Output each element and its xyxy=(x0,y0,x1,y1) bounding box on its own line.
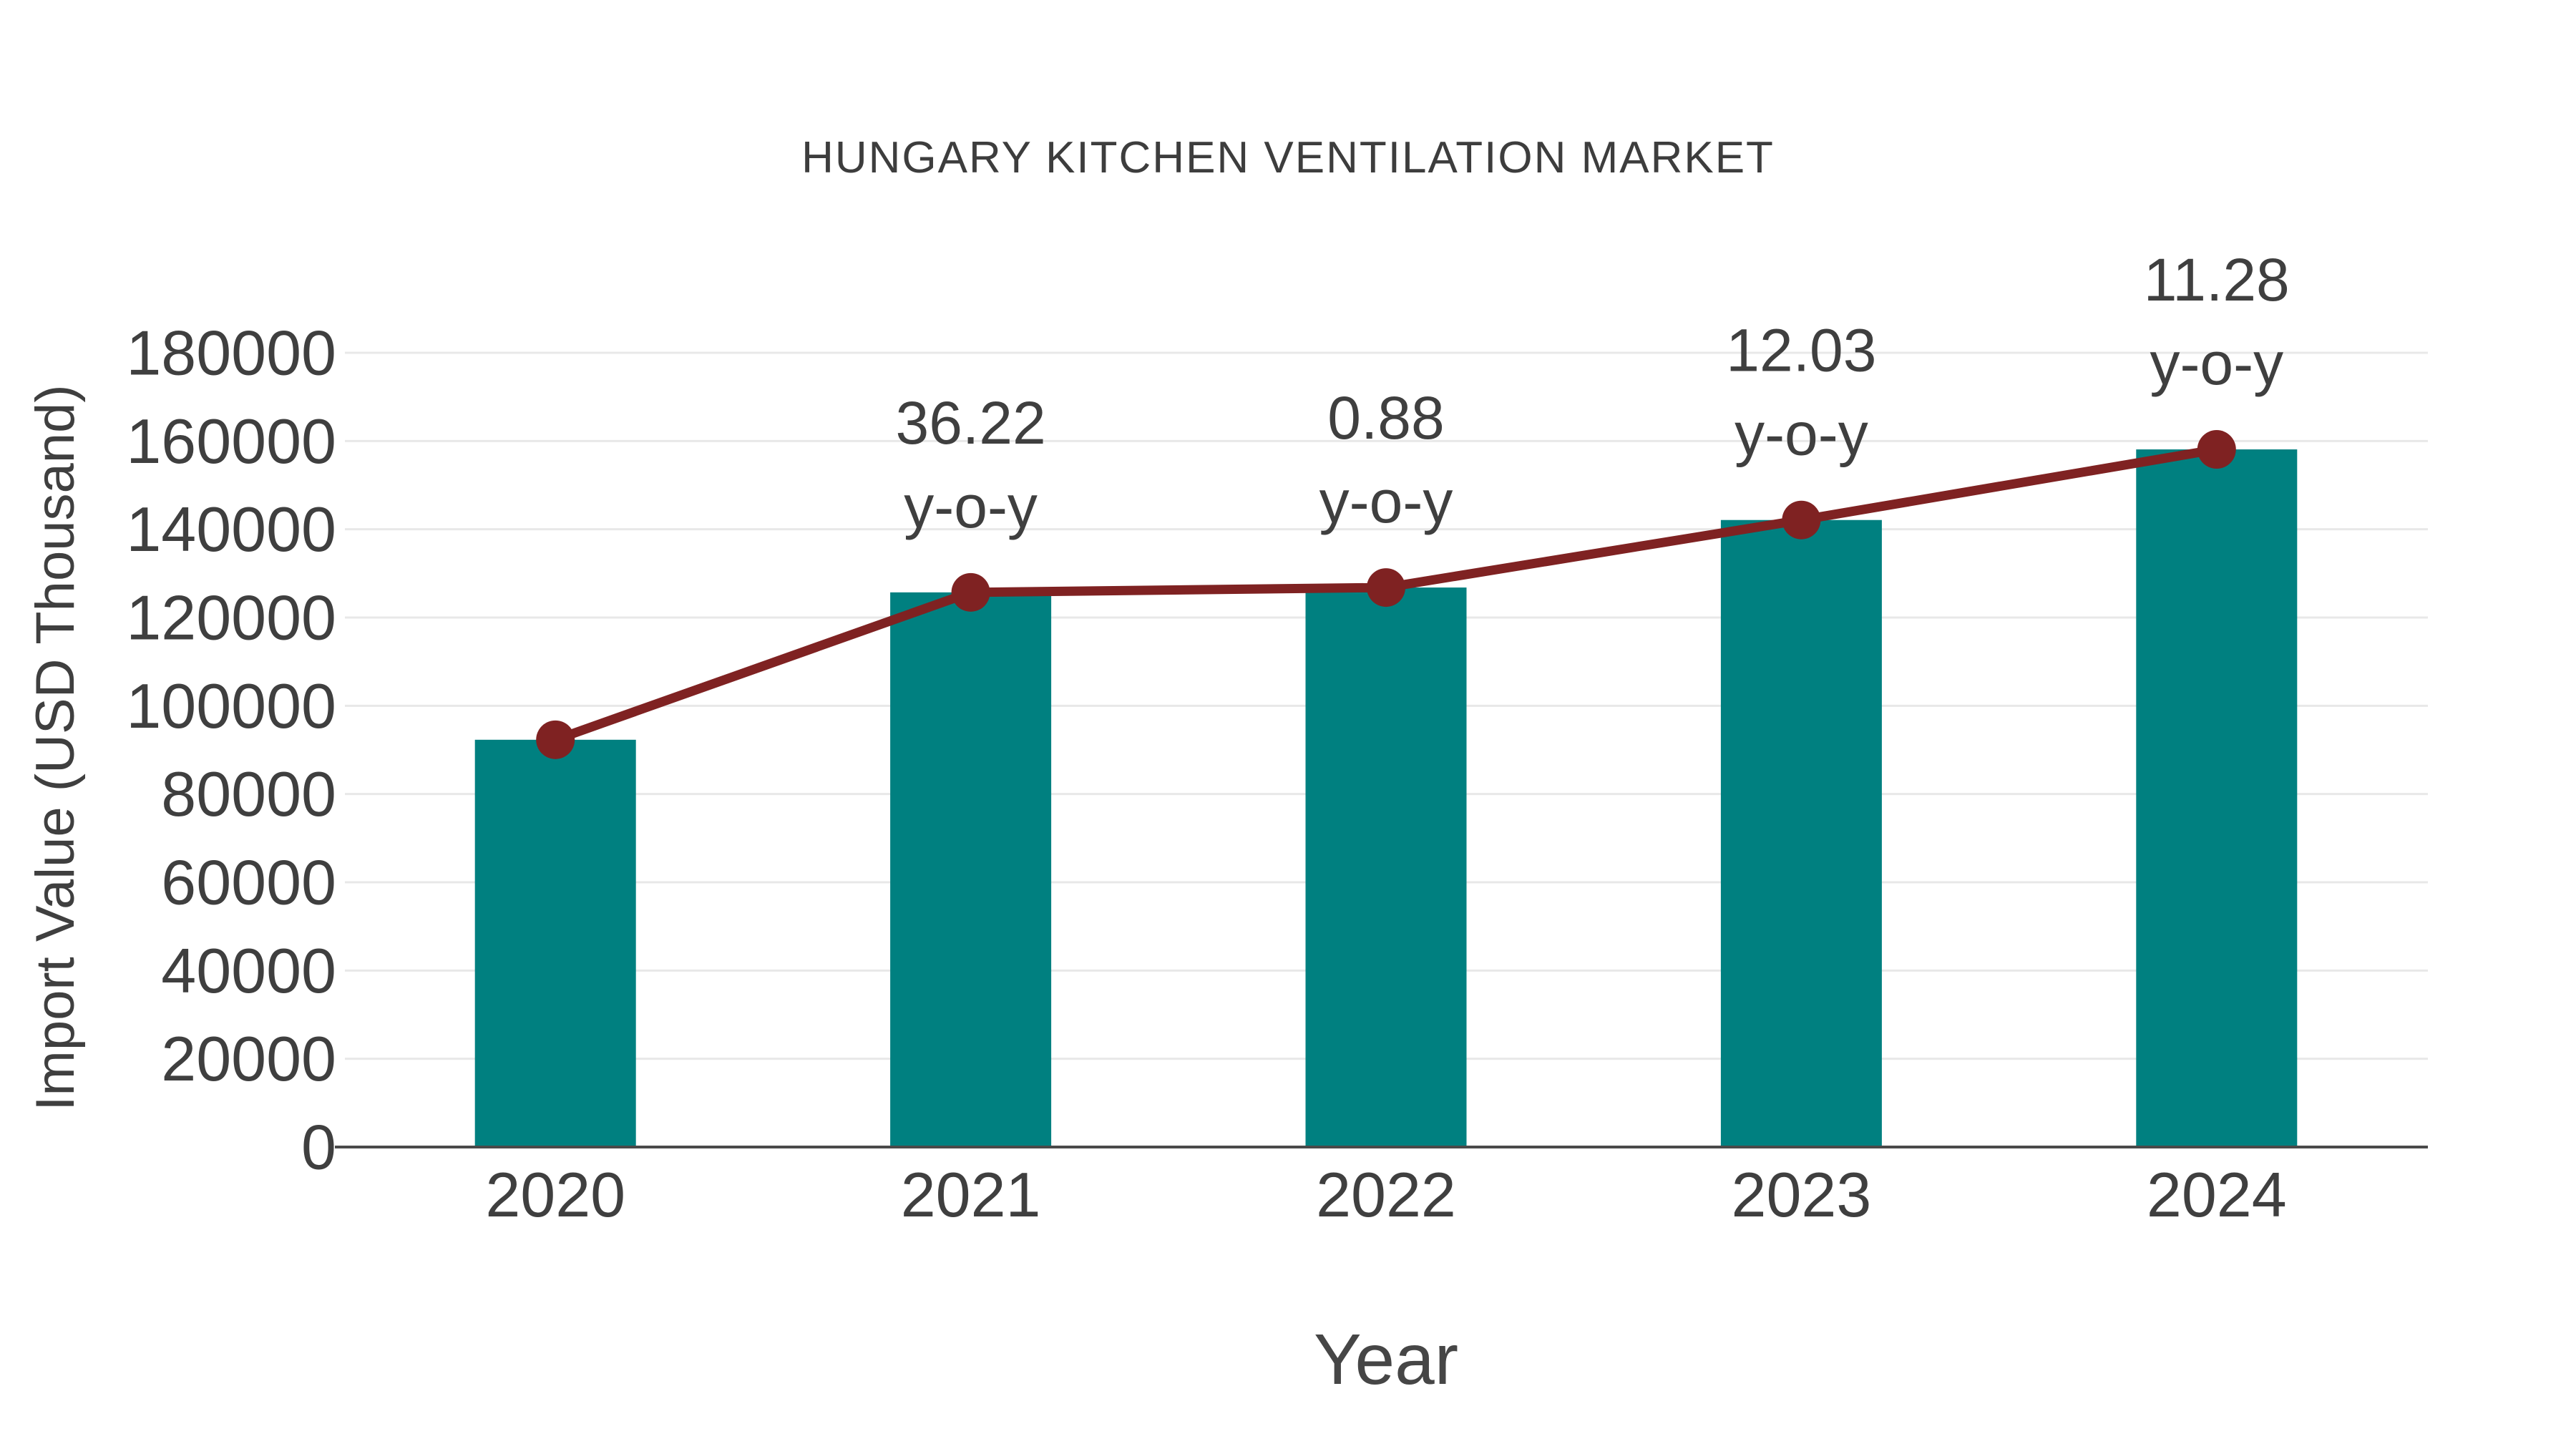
bar xyxy=(1720,519,1882,1147)
y-tick-label: 180000 xyxy=(126,318,336,389)
x-tick-label: 2020 xyxy=(485,1159,625,1230)
data-point-marker xyxy=(1782,500,1821,540)
annotation-value: 11.28 xyxy=(2144,246,2290,313)
bar xyxy=(1305,587,1467,1147)
x-tick-label: 2021 xyxy=(901,1159,1041,1230)
x-tick-label: 2023 xyxy=(1732,1159,1872,1230)
x-tick-label: 2024 xyxy=(2147,1159,2287,1230)
bar xyxy=(474,739,636,1147)
bar xyxy=(890,592,1052,1147)
y-tick-label: 40000 xyxy=(161,935,336,1006)
annotation-suffix: y-o-y xyxy=(1735,401,1868,468)
annotation-value: 0.88 xyxy=(1327,384,1445,452)
y-tick-label: 160000 xyxy=(126,406,336,477)
y-tick-label: 80000 xyxy=(161,758,336,829)
x-axis-title: Year xyxy=(1313,1319,1459,1400)
annotation-suffix: y-o-y xyxy=(904,473,1038,540)
y-tick-label: 120000 xyxy=(126,582,336,653)
data-point-marker xyxy=(951,572,990,612)
y-tick-label: 0 xyxy=(301,1112,336,1183)
data-point-marker xyxy=(1367,568,1405,608)
chart-title: HUNGARY KITCHEN VENTILATION MARKET xyxy=(801,133,1775,182)
y-tick-label: 60000 xyxy=(161,847,336,918)
annotation-suffix: y-o-y xyxy=(2150,330,2283,397)
y-axis-title: Import Value (USD Thousand) xyxy=(25,384,86,1111)
y-tick-label: 20000 xyxy=(161,1023,336,1094)
annotation-value: 12.03 xyxy=(1726,317,1876,384)
bar xyxy=(2136,449,2298,1147)
annotation-suffix: y-o-y xyxy=(1319,468,1453,535)
data-point-marker xyxy=(536,720,575,759)
x-tick-label: 2022 xyxy=(1316,1159,1456,1230)
data-point-marker xyxy=(2197,430,2236,469)
y-tick-label: 140000 xyxy=(126,494,336,565)
y-tick-label: 100000 xyxy=(126,670,336,741)
annotation-value: 36.22 xyxy=(895,389,1045,457)
